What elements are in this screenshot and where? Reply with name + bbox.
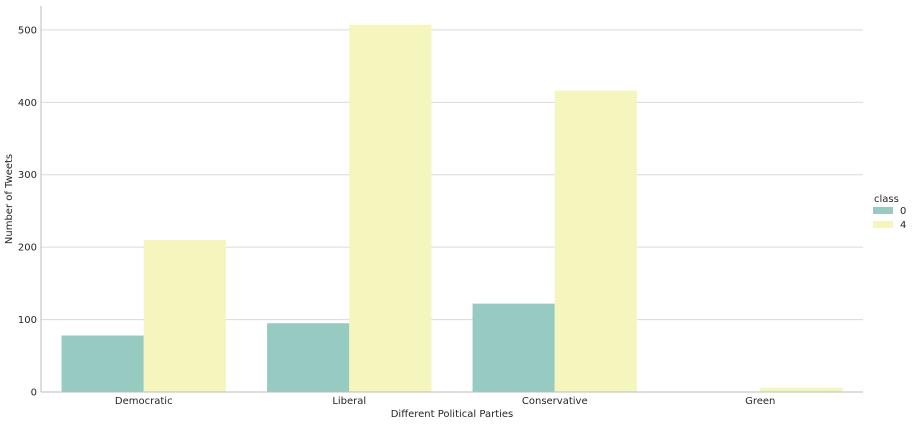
y-tick-label: 400 (18, 98, 37, 109)
bar-green-class-4 (760, 387, 843, 392)
axes (40, 6, 863, 393)
x-tick-label: Liberal (332, 396, 366, 407)
legend-title: class (874, 194, 899, 205)
bar-liberal-class-4 (349, 24, 432, 393)
x-axis-title: Different Political Parties (391, 409, 514, 420)
bar-liberal-class-0 (267, 323, 350, 392)
y-tick-label: 0 (31, 388, 37, 399)
x-tick-label: Democratic (115, 396, 173, 407)
bar-conservative-class-0 (472, 303, 555, 392)
y-axis-title: Number of Tweets (4, 154, 15, 244)
x-tick-label: Green (745, 396, 775, 407)
y-tick-label: 100 (18, 315, 37, 326)
y-tick-label: 300 (18, 170, 37, 181)
y-tick-labels: 0 100 200 300 400 500 (18, 25, 37, 398)
x-tick-labels: Democratic Liberal Conservative Green (115, 396, 775, 407)
legend-label: 4 (900, 220, 906, 231)
x-tick-label: Conservative (522, 396, 588, 407)
legend-label: 0 (900, 206, 906, 217)
legend: class 0 4 (873, 194, 906, 231)
legend-swatch-0 (873, 207, 893, 214)
bars (61, 24, 843, 393)
y-tick-label: 200 (18, 243, 37, 254)
legend-swatch-4 (873, 221, 893, 228)
bar-democratic-class-4 (143, 239, 226, 392)
y-tick-label: 500 (18, 25, 37, 36)
bar-conservative-class-4 (554, 90, 637, 393)
bar-democratic-class-0 (61, 335, 144, 392)
